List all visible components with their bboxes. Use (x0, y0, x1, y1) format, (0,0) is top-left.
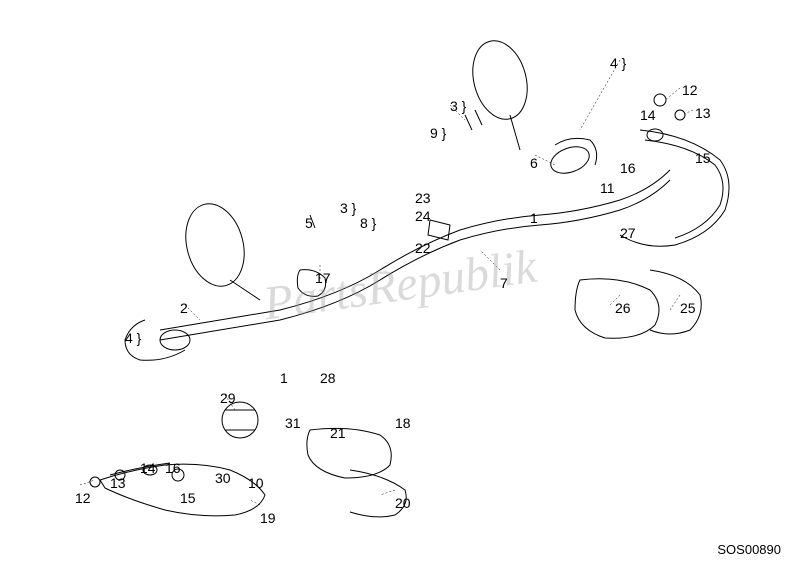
callout-number: 29 (220, 390, 236, 406)
callout-number: 11 (600, 180, 615, 196)
callout-number: 13 (695, 105, 711, 121)
parts-diagram-container: 124 }133 }9 }1415611162353 }8 }241222717… (0, 0, 799, 569)
callout-number: 27 (620, 225, 636, 241)
callout-number: 31 (285, 415, 301, 431)
callout-number: 25 (680, 300, 696, 316)
callout-number: 30 (215, 470, 231, 486)
callout-number: 21 (330, 425, 346, 441)
callout-number: 4 } (125, 330, 141, 346)
callout-number: 16 (620, 160, 636, 176)
callout-number: 3 } (340, 200, 356, 216)
callout-number: 1 (530, 210, 538, 226)
callout-number: 20 (395, 495, 411, 511)
callout-number: 7 (500, 275, 508, 291)
callout-number: 12 (75, 490, 91, 506)
callout-number: 4 } (610, 55, 626, 71)
callout-number: 3 } (450, 98, 466, 114)
callout-number: 12 (682, 82, 698, 98)
callout-number: 15 (180, 490, 196, 506)
callout-number: 14 (640, 107, 656, 123)
callout-number: 15 (695, 150, 711, 166)
callout-number: 10 (248, 475, 264, 491)
callout-number: 13 (110, 475, 126, 491)
diagram-part-code: SOS00890 (717, 542, 781, 557)
callout-number: 23 (415, 190, 431, 206)
callout-number: 16 (165, 460, 181, 476)
callout-number: 9 } (430, 125, 446, 141)
callout-number: 17 (315, 270, 331, 286)
callout-number: 6 (530, 155, 538, 171)
callout-number: 8 } (360, 215, 376, 231)
callout-number: 1 (280, 370, 288, 386)
callout-number: 2 (180, 300, 188, 316)
callout-number: 19 (260, 510, 276, 526)
callout-number: 24 (415, 208, 431, 224)
callout-number: 26 (615, 300, 631, 316)
callout-number: 5 (305, 215, 313, 231)
callout-number: 14 (140, 460, 156, 476)
callout-number: 18 (395, 415, 411, 431)
callout-number: 28 (320, 370, 336, 386)
callout-number: 22 (415, 240, 431, 256)
